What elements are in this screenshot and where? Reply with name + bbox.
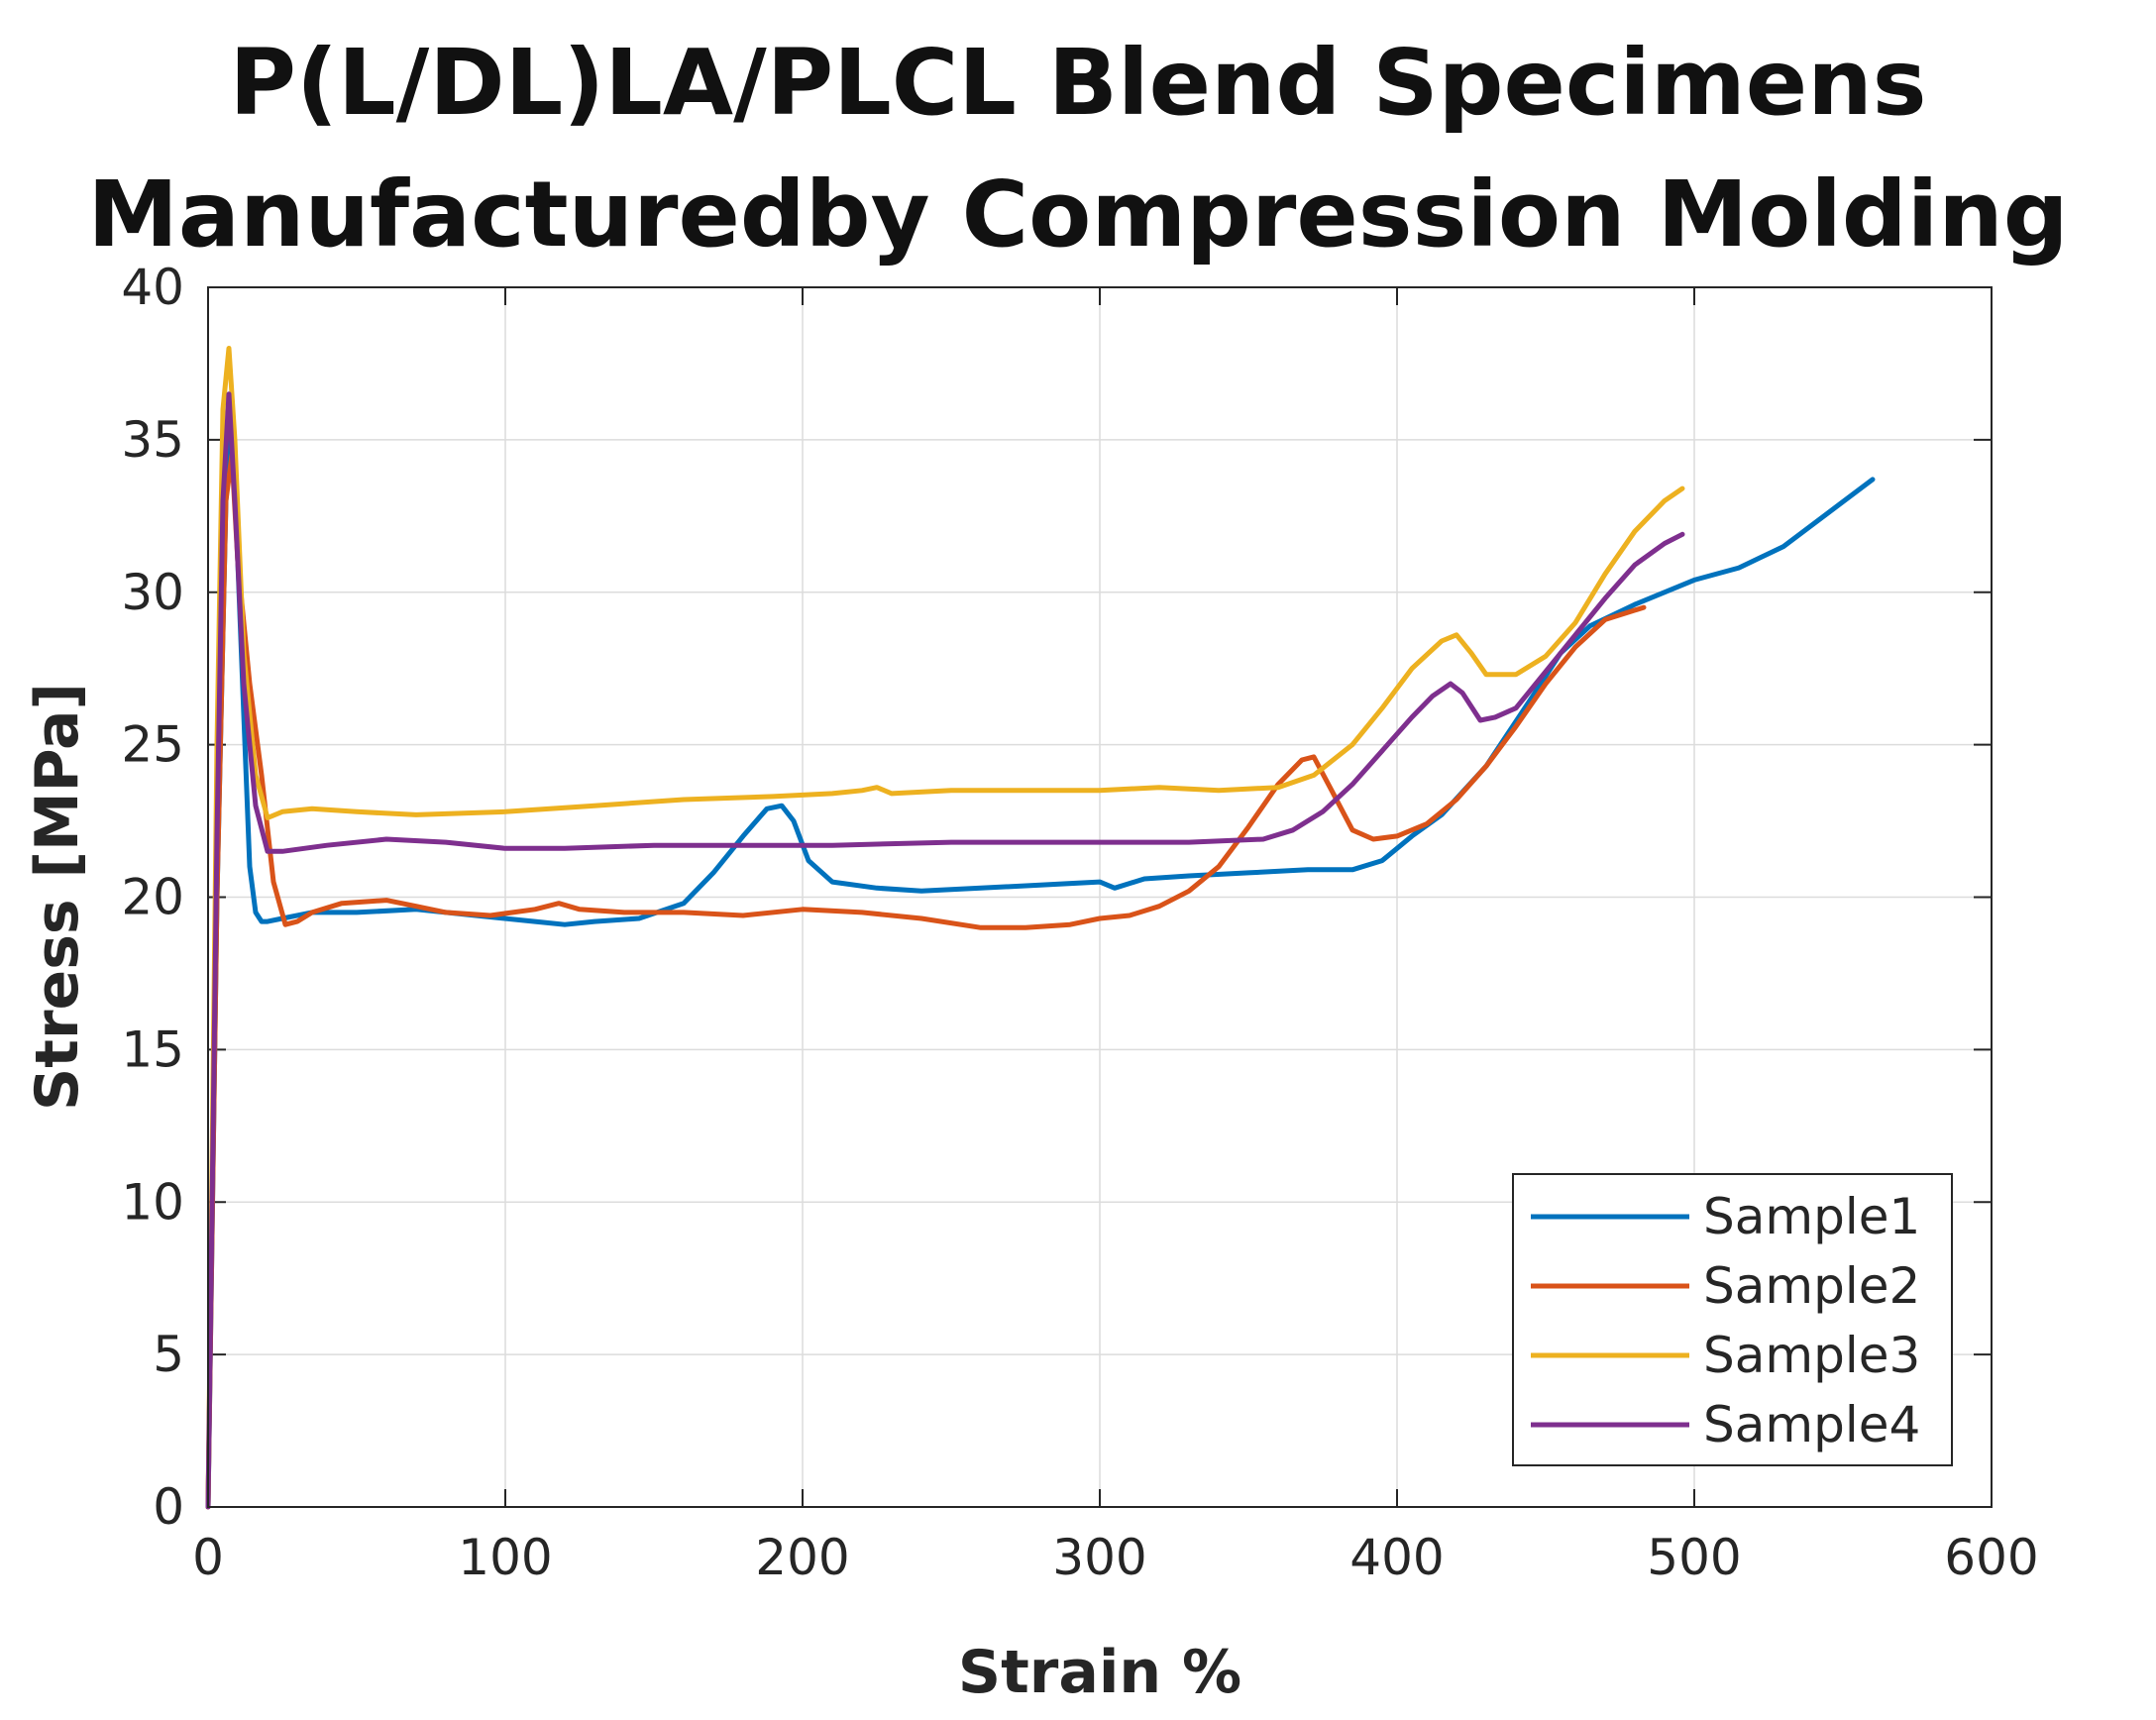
y-tick-label: 15 bbox=[121, 1021, 184, 1078]
y-tick-label: 20 bbox=[121, 869, 184, 926]
chart-title-line-1: P(L/DL)LA/PLCL Blend Specimens bbox=[230, 30, 1927, 136]
x-tick-label: 300 bbox=[1052, 1529, 1146, 1586]
series-line-sample3 bbox=[205, 346, 1685, 1510]
y-tick-label: 35 bbox=[121, 411, 184, 469]
y-tick-label: 40 bbox=[121, 259, 184, 316]
x-axis-label: Strain % bbox=[958, 1638, 1241, 1707]
x-tick-label: 100 bbox=[458, 1529, 552, 1586]
x-tick-label: 500 bbox=[1647, 1529, 1741, 1586]
y-tick-label: 30 bbox=[121, 564, 184, 621]
x-tick-label: 400 bbox=[1349, 1529, 1444, 1586]
chart-title-line-2: Manufacturedby Compression Molding bbox=[87, 161, 2068, 268]
series-line-sample4 bbox=[205, 391, 1685, 1510]
y-tick-label: 10 bbox=[121, 1173, 184, 1231]
legend-box bbox=[1512, 1173, 1953, 1466]
plot-area-frame bbox=[207, 286, 1993, 1508]
legend-label: Sample4 bbox=[1703, 1396, 1920, 1453]
grid bbox=[208, 287, 1992, 1507]
legend-label: Sample3 bbox=[1703, 1327, 1920, 1384]
x-tick-label: 0 bbox=[192, 1529, 224, 1586]
legend-label: Sample2 bbox=[1703, 1257, 1920, 1315]
x-tick-label: 200 bbox=[755, 1529, 849, 1586]
y-tick-label: 25 bbox=[121, 716, 184, 774]
y-axis-label: Stress [MPa] bbox=[23, 683, 92, 1111]
series-line-sample1 bbox=[205, 406, 1876, 1510]
x-tick-label: 600 bbox=[1944, 1529, 2038, 1586]
y-tick-label: 5 bbox=[153, 1326, 184, 1383]
series-line-sample2 bbox=[205, 452, 1647, 1510]
y-tick-label: 0 bbox=[153, 1478, 184, 1536]
data-series bbox=[205, 346, 1876, 1510]
axis-ticks: 0 100 200 300 400 500 600 0 5 10 15 20 25 30 35 40 bbox=[121, 259, 2038, 1586]
legend-label: Sample1 bbox=[1703, 1188, 1920, 1245]
legend: Sample1 Sample2 Sample3 Sample4 bbox=[1512, 1173, 1953, 1466]
